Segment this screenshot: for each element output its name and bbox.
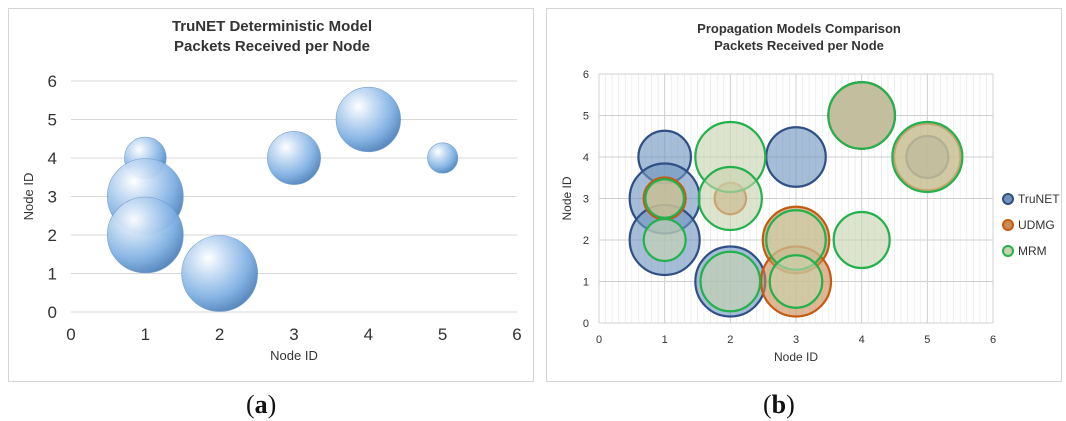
chart-b-legend-marker bbox=[1002, 219, 1014, 231]
chart-a-xtick: 3 bbox=[289, 325, 298, 344]
chart-b-legend-marker bbox=[1002, 193, 1014, 205]
subfigure-label-b: (b) bbox=[763, 390, 795, 419]
chart-a-title-line: TruNET Deterministic Model bbox=[172, 18, 372, 35]
chart-a-panel: TruNET Deterministic Model Packets Receiv… bbox=[8, 8, 534, 382]
chart-b-bubble-mrm bbox=[644, 178, 686, 219]
chart-b-legend-marker bbox=[1002, 245, 1014, 257]
chart-b-legend-label: UDMG bbox=[1018, 218, 1055, 232]
chart-b-bubble-mrm bbox=[699, 250, 762, 313]
chart-a-ytick: 2 bbox=[48, 226, 57, 245]
chart-a-xtick: 0 bbox=[66, 325, 75, 344]
chart-b-xtick: 0 bbox=[596, 334, 602, 346]
subfigure-label-a: (a) bbox=[246, 390, 277, 419]
chart-b-xlabel: Node ID bbox=[774, 350, 818, 364]
chart-a-xlabel: Node ID bbox=[270, 348, 318, 363]
chart-a-bubble bbox=[181, 235, 258, 312]
chart-a-svg: TruNET Deterministic Model Packets Receiv… bbox=[21, 18, 522, 363]
chart-b-panel: Propagation Models Comparison Packets Rec… bbox=[546, 8, 1062, 382]
chart-a-bubble bbox=[267, 131, 321, 185]
chart-b-ytick: 1 bbox=[583, 277, 589, 289]
chart-b-xtick: 5 bbox=[924, 334, 930, 346]
chart-b-bubble-mrm bbox=[891, 120, 964, 194]
chart-a-bubble bbox=[107, 196, 184, 274]
chart-a-bubble bbox=[427, 142, 459, 174]
chart-b-ytick: 5 bbox=[583, 111, 589, 123]
chart-b-ytick: 0 bbox=[583, 318, 589, 330]
chart-a-bubble bbox=[335, 86, 401, 153]
chart-b-xtick: 6 bbox=[990, 334, 996, 346]
chart-b-bubble-mrm bbox=[642, 217, 687, 263]
chart-b-ytick: 2 bbox=[583, 235, 589, 247]
chart-a-title-line: Packets Received per Node bbox=[174, 38, 370, 55]
chart-b-xtick: 1 bbox=[662, 334, 668, 346]
chart-a-xtick: 6 bbox=[512, 325, 521, 344]
chart-a-ytick: 5 bbox=[48, 111, 57, 130]
chart-b-bubble-mrm bbox=[832, 210, 891, 270]
chart-b-ytick: 6 bbox=[583, 69, 589, 81]
chart-b-legend-label: MRM bbox=[1018, 244, 1047, 258]
chart-b-xtick: 2 bbox=[727, 334, 733, 346]
chart-a-ytick: 0 bbox=[48, 303, 57, 322]
chart-b-bubble-mrm bbox=[768, 254, 824, 309]
chart-a-ytick: 6 bbox=[48, 72, 57, 91]
chart-a-ytick: 4 bbox=[48, 149, 57, 168]
chart-b-xtick: 3 bbox=[793, 334, 799, 346]
chart-a-ytick: 3 bbox=[48, 188, 57, 207]
chart-a-xtick: 4 bbox=[364, 325, 373, 344]
chart-b-bubble-mrm bbox=[827, 81, 897, 150]
chart-a-xtick: 2 bbox=[215, 325, 224, 344]
chart-b-ylabel: Node ID bbox=[560, 176, 574, 220]
chart-b-bubble-trunet bbox=[765, 126, 827, 188]
chart-a-xtick: 1 bbox=[141, 325, 150, 344]
chart-a-xtick: 5 bbox=[438, 325, 447, 344]
chart-b-ytick: 3 bbox=[583, 194, 589, 206]
chart-a-ylabel: Node ID bbox=[21, 173, 36, 221]
chart-b-ytick: 4 bbox=[583, 152, 589, 164]
chart-b-title-line: Packets Received per Node bbox=[714, 38, 884, 53]
chart-b-bubble-mrm bbox=[697, 165, 763, 232]
chart-b-xtick: 4 bbox=[859, 334, 865, 346]
chart-a-ytick: 1 bbox=[48, 265, 57, 284]
chart-b-svg: Propagation Models Comparison Packets Rec… bbox=[560, 21, 1060, 364]
chart-b-legend-label: TruNET bbox=[1018, 192, 1060, 206]
chart-b-title-line: Propagation Models Comparison bbox=[697, 21, 901, 36]
